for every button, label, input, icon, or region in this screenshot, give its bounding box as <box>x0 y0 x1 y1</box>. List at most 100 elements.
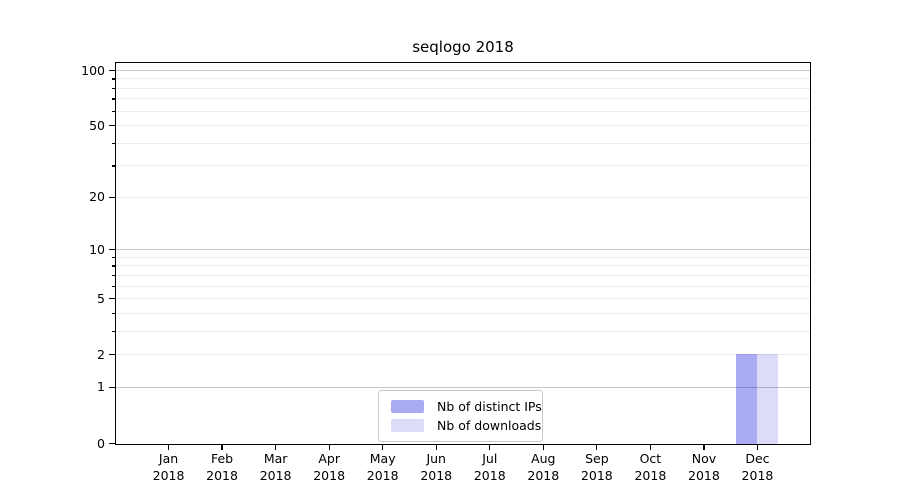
x-tick <box>167 445 170 450</box>
y-minor-tick <box>111 78 115 80</box>
x-tick-label-year: 2018 <box>313 467 346 483</box>
legend-item-downloads: Nb of downloads <box>391 417 541 434</box>
gridline-minor <box>116 110 810 112</box>
y-tick-label: 20 <box>89 189 105 205</box>
x-tick-label-year: 2018 <box>259 467 292 483</box>
y-minor-tick <box>111 142 115 144</box>
x-tick <box>756 445 759 450</box>
x-tick-label-year: 2018 <box>473 467 506 483</box>
x-tick-label-month: Sep <box>585 451 609 466</box>
x-tick <box>542 445 544 450</box>
y-minor-tick <box>111 256 115 258</box>
x-tick <box>382 445 384 450</box>
y-tick <box>109 69 115 72</box>
y-tick-label: 100 <box>81 62 105 78</box>
x-tick-label-month: Aug <box>531 451 556 466</box>
gridline-minor <box>116 298 810 300</box>
x-tick-label-year: 2018 <box>580 467 613 483</box>
plot-area <box>115 62 811 445</box>
x-tick-label-year: 2018 <box>634 467 667 483</box>
x-tick-label-month: May <box>369 451 396 466</box>
x-tick-label-year: 2018 <box>741 467 774 483</box>
y-tick-label: 0 <box>97 435 105 451</box>
x-tick-label: Sep 2018 <box>557 451 637 484</box>
gridline-major <box>116 70 810 71</box>
x-tick <box>275 445 277 450</box>
x-tick <box>221 445 223 450</box>
x-tick-label: Aug 2018 <box>503 451 583 484</box>
x-tick <box>649 445 651 450</box>
x-tick-label-month: Oct <box>639 451 662 466</box>
gridline-minor <box>116 256 810 258</box>
legend-item-distinct-ips: Nb of distinct IPs <box>391 398 542 415</box>
x-tick-label: May 2018 <box>343 451 423 484</box>
x-tick-label: Nov 2018 <box>664 451 744 484</box>
x-tick-label: Jun 2018 <box>396 451 476 484</box>
x-tick-label-month: Mar <box>263 451 288 466</box>
x-tick-label: Apr 2018 <box>289 451 369 484</box>
x-tick-label-month: Feb <box>210 451 234 466</box>
legend: Nb of distinct IPs Nb of downloads <box>378 390 543 442</box>
bar-downloads-dec-2018 <box>756 354 778 444</box>
bar-distinct-ips-dec-2018 <box>735 354 757 444</box>
x-tick-label-year: 2018 <box>152 467 185 483</box>
gridline-minor <box>116 142 810 144</box>
y-minor-tick <box>111 110 115 112</box>
x-tick-label-year: 2018 <box>420 467 453 483</box>
y-minor-tick <box>111 285 115 287</box>
gridline-major <box>116 386 810 388</box>
y-minor-tick <box>111 274 115 277</box>
gridline-minor <box>116 285 810 287</box>
y-tick-label: 10 <box>89 241 105 257</box>
y-tick-label: 2 <box>97 346 105 362</box>
gridline-minor <box>116 98 810 100</box>
x-tick-label-year: 2018 <box>366 467 399 483</box>
x-tick-label-year: 2018 <box>527 467 560 483</box>
y-tick <box>109 196 115 199</box>
chart-title: seqlogo 2018 <box>412 38 514 56</box>
gridline-minor <box>116 265 810 267</box>
x-tick <box>328 445 330 450</box>
y-minor-tick <box>111 87 115 89</box>
x-tick-label-month: Jun <box>426 451 446 466</box>
y-tick <box>109 298 115 300</box>
x-tick-label-year: 2018 <box>688 467 720 483</box>
x-tick-label: Dec 2018 <box>717 451 797 484</box>
gridline-minor <box>116 87 810 89</box>
legend-swatch-distinct-ips-icon <box>391 400 424 413</box>
x-tick-label-year: 2018 <box>206 467 238 483</box>
y-minor-tick <box>111 330 115 333</box>
x-tick-label: Oct 2018 <box>610 451 690 484</box>
x-tick-label: Feb 2018 <box>182 451 262 484</box>
gridline-minor <box>116 78 810 80</box>
x-tick <box>489 445 491 450</box>
x-tick <box>435 445 437 450</box>
y-minor-tick <box>111 312 115 314</box>
gridline-minor <box>116 330 810 332</box>
legend-label-downloads: Nb of downloads <box>437 418 542 433</box>
gridline-minor <box>116 125 810 127</box>
x-tick-label: Jul 2018 <box>450 451 530 484</box>
x-tick-label-month: Nov <box>691 451 717 466</box>
y-tick-label: 50 <box>89 117 105 133</box>
legend-label-distinct-ips: Nb of distinct IPs <box>437 399 542 414</box>
y-minor-tick <box>111 98 115 100</box>
gridline-minor <box>116 354 810 356</box>
gridline-minor <box>116 165 810 167</box>
y-tick <box>109 386 115 389</box>
x-tick-label-month: Jan <box>158 451 179 466</box>
y-tick-label: 5 <box>97 290 105 306</box>
y-tick <box>109 249 115 251</box>
y-tick-label: 1 <box>97 379 105 395</box>
gridline-minor <box>116 274 810 276</box>
x-tick <box>596 445 598 450</box>
x-tick-label: Mar 2018 <box>236 451 316 484</box>
y-minor-tick <box>111 165 115 167</box>
y-tick <box>109 354 115 356</box>
legend-swatch-downloads-icon <box>391 419 424 432</box>
x-tick-label-month: Apr <box>318 451 340 466</box>
x-tick-label-month: Dec <box>745 451 770 466</box>
y-tick <box>109 125 115 127</box>
gridline-minor <box>116 196 810 198</box>
